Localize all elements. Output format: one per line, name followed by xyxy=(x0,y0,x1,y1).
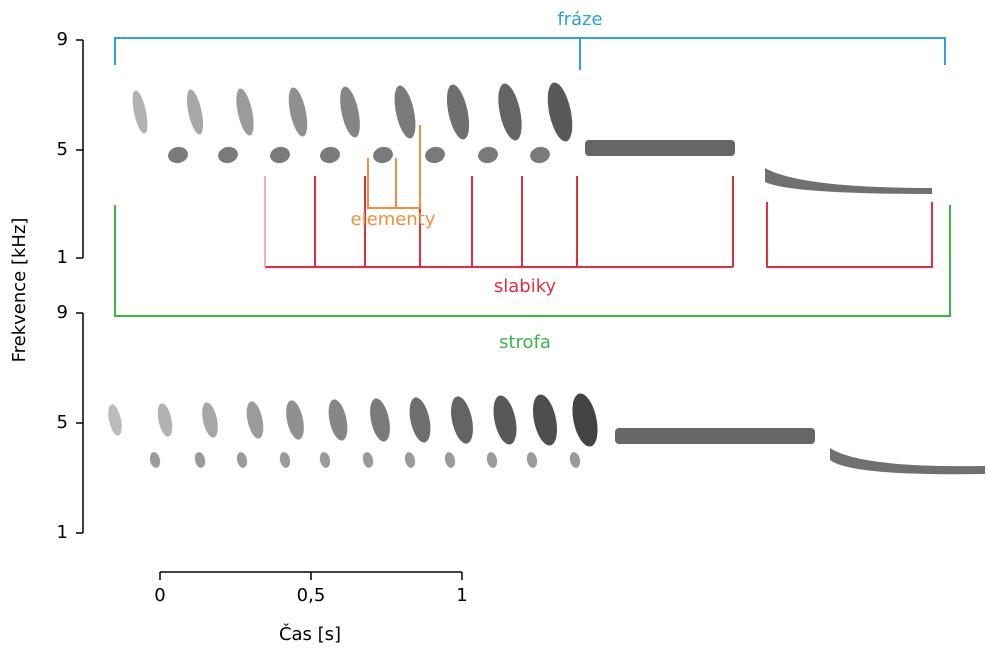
spectrogram-blob xyxy=(373,146,393,164)
spectrogram-blob xyxy=(288,87,308,137)
spectrogram-blob xyxy=(149,452,161,468)
spectrogram-blob xyxy=(585,140,735,156)
spectrogram-blob xyxy=(279,452,291,468)
bottom-y-axis xyxy=(76,312,84,534)
spectrogram-blob xyxy=(286,400,304,440)
y-tick-label: 9 xyxy=(57,29,68,50)
spectrogram-blob xyxy=(362,452,374,468)
spectrogram-blob xyxy=(394,85,416,139)
y-tick-label: 1 xyxy=(57,522,68,543)
top-y-axis xyxy=(76,39,84,259)
syllables-label: slabiky xyxy=(494,276,557,297)
spectrogram-blob xyxy=(236,88,254,136)
spectrogram-blob xyxy=(765,168,932,194)
element-brackets xyxy=(367,125,421,209)
spectrogram-blob xyxy=(451,396,473,444)
spectrogram-blob xyxy=(530,146,550,164)
spectrogram-blob xyxy=(340,86,360,138)
spectrogram-blob xyxy=(498,83,522,141)
spectrogram-blob xyxy=(186,89,204,135)
spectrogram-blob xyxy=(409,397,431,443)
spectrogram-blob xyxy=(319,452,331,468)
spectrogram-blob xyxy=(526,452,538,468)
spectrogram-blob xyxy=(218,146,238,164)
spectrogram-blob xyxy=(572,393,598,447)
x-tick-label: 0 xyxy=(154,585,165,606)
y-tick-label: 5 xyxy=(57,412,68,433)
spectrogram-blob xyxy=(194,452,206,468)
y-tick-label: 5 xyxy=(57,139,68,160)
strophe-label: strofa xyxy=(499,332,551,353)
x-tick-label: 1 xyxy=(456,585,467,606)
spectrogram-blob xyxy=(486,452,498,468)
spectrogram-blob xyxy=(547,82,573,142)
y-tick-label: 1 xyxy=(57,247,68,268)
spectrogram-blob xyxy=(404,452,416,468)
spectrogram-blob xyxy=(444,452,456,468)
spectrogram-blob xyxy=(168,146,188,164)
spectrogram xyxy=(108,82,985,475)
spectrogram-blob xyxy=(478,146,498,164)
spectrogram-blob xyxy=(202,402,218,438)
spectrogram-blob xyxy=(830,448,985,475)
spectrogram-blob xyxy=(493,395,517,445)
y-axis-title: Frekvence [kHz] xyxy=(9,218,30,363)
x-axis xyxy=(159,571,463,580)
y-tick-label: 9 xyxy=(57,302,68,323)
x-axis-title: Čas [s] xyxy=(279,623,341,645)
elements-label: elementy xyxy=(351,209,436,230)
strophe-bracket xyxy=(114,205,951,317)
spectrogram-blob xyxy=(425,146,445,164)
spectrogram-blob xyxy=(328,399,348,441)
spectrogram-blob xyxy=(320,146,340,164)
spectrogram-blob xyxy=(532,394,558,446)
spectrogram-blob xyxy=(270,146,290,164)
spectrogram-blob xyxy=(246,401,264,439)
phrase-bracket xyxy=(114,37,946,70)
phrase-label: fráze xyxy=(557,9,602,30)
spectrogram-blob xyxy=(569,452,581,468)
spectrogram-blob xyxy=(615,428,815,444)
spectrogram-blob xyxy=(370,398,390,442)
spectrogram-blob xyxy=(236,452,248,468)
spectrogram-blob xyxy=(446,84,470,140)
spectrogram-blob xyxy=(132,90,148,134)
spectrogram-blob xyxy=(157,403,173,437)
spectrogram-blob xyxy=(108,404,122,436)
syllable-brackets xyxy=(265,176,933,268)
x-tick-label: 0,5 xyxy=(297,585,326,606)
